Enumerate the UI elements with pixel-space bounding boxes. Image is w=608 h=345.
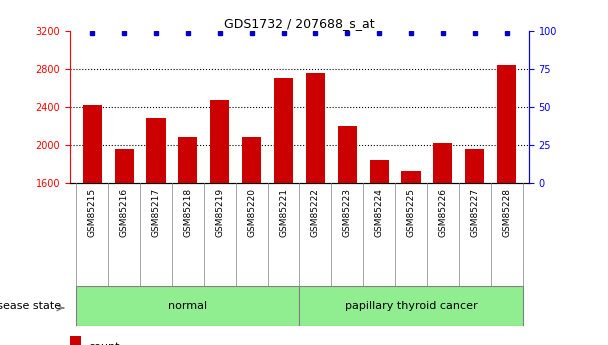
Text: GSM85217: GSM85217 — [151, 188, 161, 237]
Text: GSM85223: GSM85223 — [343, 188, 352, 237]
Bar — [114, 149, 134, 183]
Bar — [70, 336, 81, 345]
Text: GSM85215: GSM85215 — [88, 188, 97, 237]
Text: GSM85216: GSM85216 — [120, 188, 129, 237]
Bar — [83, 105, 102, 183]
Bar — [306, 73, 325, 183]
Bar — [465, 149, 485, 183]
Bar — [242, 137, 261, 183]
Bar — [337, 126, 357, 183]
Text: GSM85222: GSM85222 — [311, 188, 320, 237]
Title: GDS1732 / 207688_s_at: GDS1732 / 207688_s_at — [224, 17, 375, 30]
Text: normal: normal — [168, 301, 207, 311]
Bar — [370, 160, 389, 183]
Bar — [401, 170, 421, 183]
Bar — [147, 118, 165, 183]
Text: GSM85218: GSM85218 — [184, 188, 192, 237]
Bar — [210, 100, 229, 183]
Bar — [76, 286, 299, 326]
Text: GSM85221: GSM85221 — [279, 188, 288, 237]
Text: GSM85228: GSM85228 — [502, 188, 511, 237]
Bar — [274, 78, 293, 183]
Text: papillary thyroid cancer: papillary thyroid cancer — [345, 301, 477, 311]
Text: GSM85224: GSM85224 — [375, 188, 384, 237]
Bar — [497, 65, 516, 183]
Text: GSM85219: GSM85219 — [215, 188, 224, 237]
Text: count: count — [88, 342, 120, 345]
Bar — [300, 286, 523, 326]
Text: GSM85227: GSM85227 — [470, 188, 479, 237]
Bar — [434, 143, 452, 183]
Text: GSM85226: GSM85226 — [438, 188, 447, 237]
Text: GSM85225: GSM85225 — [407, 188, 415, 237]
Text: disease state: disease state — [0, 301, 61, 311]
Text: GSM85220: GSM85220 — [247, 188, 256, 237]
Bar — [178, 137, 198, 183]
